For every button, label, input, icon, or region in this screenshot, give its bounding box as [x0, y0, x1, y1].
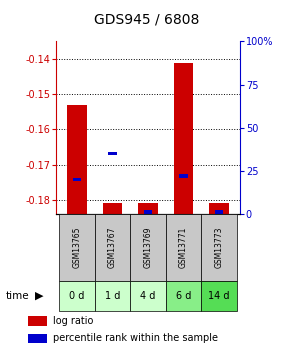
Text: 14 d: 14 d: [208, 291, 230, 301]
FancyBboxPatch shape: [130, 214, 166, 281]
Bar: [108, 152, 117, 155]
Text: 4 d: 4 d: [140, 291, 156, 301]
Bar: [73, 178, 81, 181]
Text: 1 d: 1 d: [105, 291, 120, 301]
Text: 0 d: 0 d: [69, 291, 85, 301]
Bar: [214, 210, 223, 214]
Bar: [28, 316, 47, 326]
FancyBboxPatch shape: [130, 281, 166, 310]
Bar: [144, 210, 152, 214]
Bar: [67, 105, 87, 214]
Bar: [103, 203, 122, 214]
Bar: [174, 62, 193, 214]
Bar: [179, 174, 188, 178]
Text: GSM13769: GSM13769: [144, 227, 152, 268]
Text: GSM13765: GSM13765: [72, 227, 81, 268]
Text: log ratio: log ratio: [53, 316, 93, 326]
FancyBboxPatch shape: [95, 214, 130, 281]
Bar: [138, 203, 158, 214]
FancyBboxPatch shape: [59, 214, 95, 281]
Text: ▶: ▶: [35, 291, 44, 301]
Text: GDS945 / 6808: GDS945 / 6808: [94, 12, 199, 26]
Text: time: time: [6, 291, 30, 301]
FancyBboxPatch shape: [95, 281, 130, 310]
FancyBboxPatch shape: [166, 281, 201, 310]
Bar: [209, 203, 229, 214]
FancyBboxPatch shape: [201, 214, 237, 281]
FancyBboxPatch shape: [166, 214, 201, 281]
Text: percentile rank within the sample: percentile rank within the sample: [53, 334, 218, 344]
Text: GSM13773: GSM13773: [214, 227, 224, 268]
Text: GSM13771: GSM13771: [179, 227, 188, 268]
Text: 6 d: 6 d: [176, 291, 191, 301]
FancyBboxPatch shape: [59, 281, 95, 310]
Text: GSM13767: GSM13767: [108, 227, 117, 268]
Bar: [28, 334, 47, 344]
FancyBboxPatch shape: [201, 281, 237, 310]
